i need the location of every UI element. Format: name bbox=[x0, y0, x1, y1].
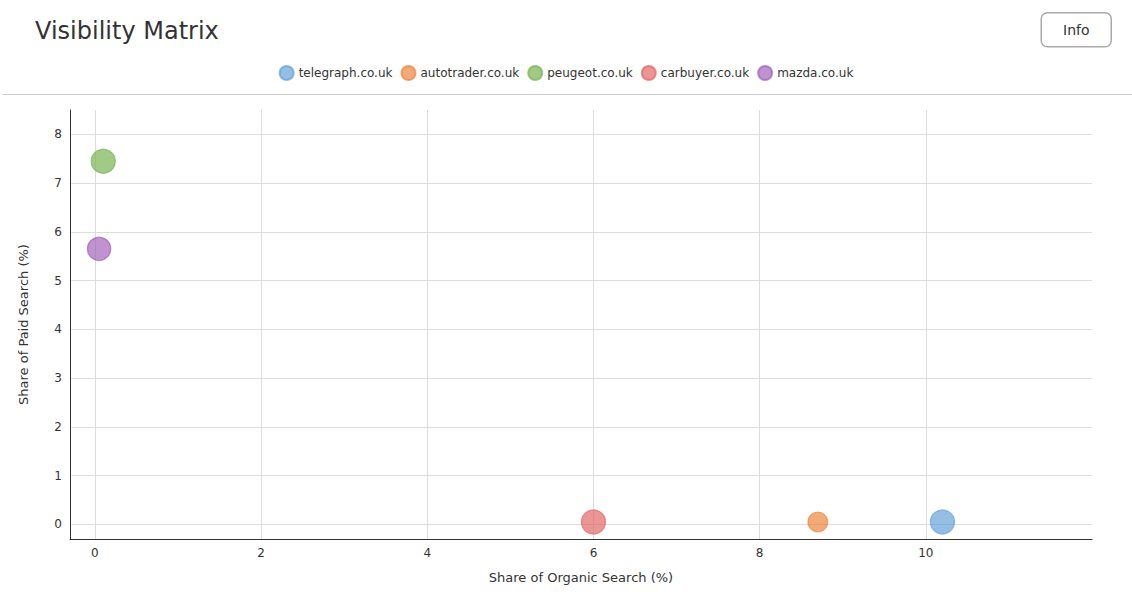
svg-text:1: 1 bbox=[54, 469, 62, 483]
svg-text:8: 8 bbox=[54, 127, 62, 141]
svg-text:2: 2 bbox=[257, 546, 265, 560]
svg-text:mazda.co.uk: mazda.co.uk bbox=[777, 66, 853, 80]
svg-text:6: 6 bbox=[590, 546, 598, 560]
svg-text:telegraph.co.uk: telegraph.co.uk bbox=[299, 66, 393, 80]
svg-text:4: 4 bbox=[54, 322, 62, 336]
svg-text:2: 2 bbox=[54, 420, 62, 434]
svg-text:Info: Info bbox=[1063, 22, 1090, 38]
svg-text:5: 5 bbox=[54, 274, 62, 288]
svg-text:8: 8 bbox=[756, 546, 764, 560]
svg-text:autotrader.co.uk: autotrader.co.uk bbox=[420, 66, 519, 80]
svg-text:6: 6 bbox=[54, 225, 62, 239]
svg-text:3: 3 bbox=[54, 371, 62, 385]
svg-text:carbuyer.co.uk: carbuyer.co.uk bbox=[661, 66, 749, 80]
svg-text:4: 4 bbox=[423, 546, 431, 560]
svg-text:Share of Paid Search (%): Share of Paid Search (%) bbox=[16, 244, 31, 405]
svg-text:7: 7 bbox=[54, 176, 62, 190]
svg-text:Visibility Matrix: Visibility Matrix bbox=[35, 17, 219, 45]
svg-text:peugeot.co.uk: peugeot.co.uk bbox=[547, 66, 633, 80]
svg-text:0: 0 bbox=[54, 517, 62, 531]
svg-text:10: 10 bbox=[918, 546, 933, 560]
svg-text:0: 0 bbox=[91, 546, 99, 560]
svg-text:Share of Organic Search (%): Share of Organic Search (%) bbox=[489, 570, 673, 585]
